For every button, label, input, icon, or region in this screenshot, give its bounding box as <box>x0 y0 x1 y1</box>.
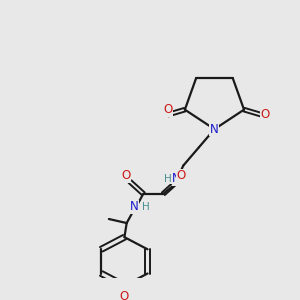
Text: N: N <box>172 172 181 185</box>
Text: H: H <box>164 174 172 184</box>
Text: O: O <box>120 290 129 300</box>
Text: O: O <box>261 108 270 121</box>
Text: O: O <box>121 169 130 182</box>
Text: N: N <box>130 200 139 213</box>
Text: N: N <box>210 123 219 136</box>
Text: H: H <box>142 202 149 212</box>
Text: O: O <box>176 169 186 182</box>
Text: O: O <box>163 103 172 116</box>
